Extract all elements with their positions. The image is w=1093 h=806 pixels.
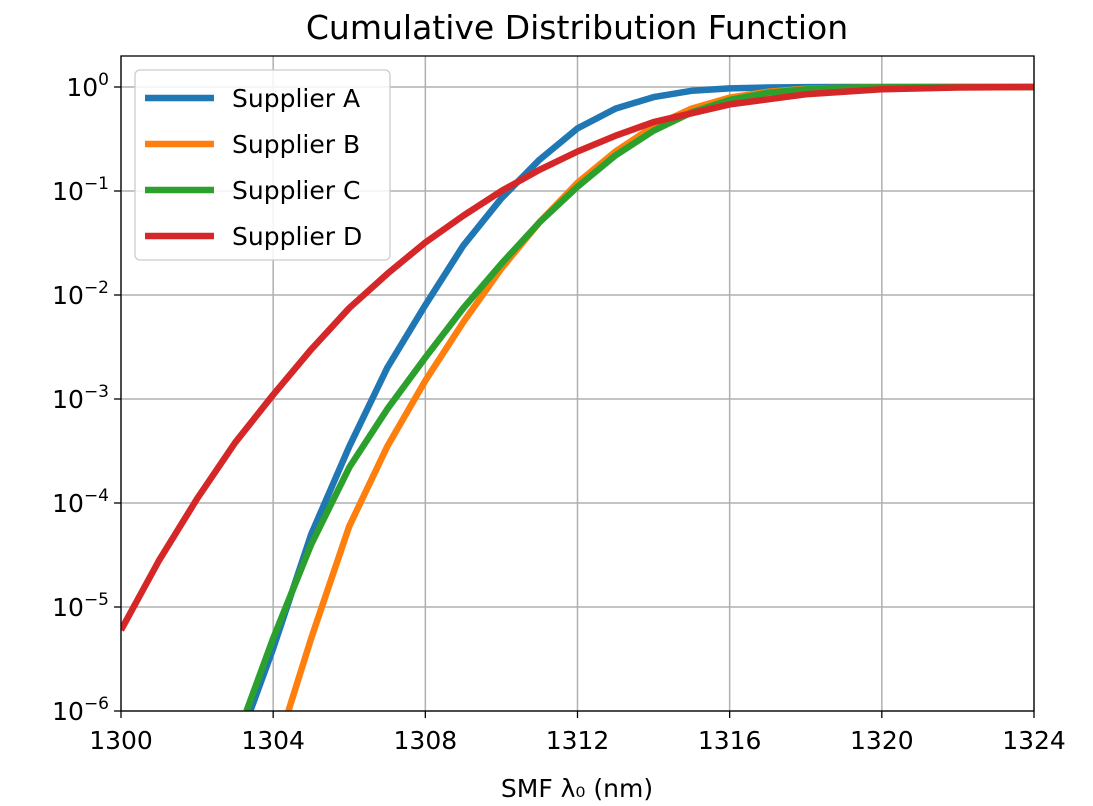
y-tick-exponent: −5 — [84, 590, 109, 610]
y-tick-base: 10 — [52, 593, 84, 622]
y-tick-exponent: −3 — [84, 382, 109, 402]
legend-label-supplier-a: Supplier A — [232, 84, 360, 113]
y-tick-base: 10 — [52, 489, 84, 518]
x-tick-label: 1316 — [698, 726, 762, 755]
y-tick-label: 10−4 — [52, 486, 109, 518]
y-tick-base: 10 — [52, 281, 84, 310]
y-tick-exponent: −2 — [84, 278, 109, 298]
y-tick-exponent: −1 — [84, 174, 109, 194]
y-tick-exponent: −6 — [84, 694, 109, 714]
legend-label-supplier-c: Supplier C — [232, 176, 360, 205]
x-tick-label: 1320 — [850, 726, 914, 755]
y-tick-base: 10 — [52, 385, 84, 414]
series-line-supplier-c — [243, 83, 1034, 711]
y-tick-label: 10−6 — [52, 694, 109, 726]
y-tick-base: 10 — [66, 73, 98, 102]
y-tick-exponent: 0 — [98, 70, 109, 90]
x-tick-label: 1324 — [1002, 726, 1066, 755]
legend-box — [134, 69, 391, 261]
chart-title: Cumulative Distribution Function — [306, 8, 848, 47]
legend: Supplier A Supplier B Supplier C Supplier D — [134, 69, 391, 261]
legend-label-supplier-b: Supplier B — [232, 130, 360, 159]
x-axis-label: SMF λ₀ (nm) — [501, 774, 653, 803]
x-axis-ticks: 1300 1304 1308 1312 1316 1320 1324 — [89, 711, 1066, 755]
series-line-supplier-d — [121, 83, 1034, 632]
x-tick-label: 1312 — [546, 726, 610, 755]
y-tick-exponent: −4 — [84, 486, 109, 506]
x-tick-label: 1308 — [394, 726, 458, 755]
y-tick-base: 10 — [52, 177, 84, 206]
y-tick-label: 10−1 — [52, 174, 109, 206]
y-tick-label: 10−3 — [52, 382, 109, 414]
y-tick-label: 10−5 — [52, 590, 109, 622]
legend-label-supplier-d: Supplier D — [232, 222, 362, 251]
y-tick-label: 10−2 — [52, 278, 109, 310]
x-tick-label: 1300 — [89, 726, 153, 755]
series-layer — [121, 83, 1034, 711]
y-tick-label: 100 — [66, 70, 109, 102]
x-tick-label: 1304 — [241, 726, 305, 755]
y-tick-base: 10 — [52, 697, 84, 726]
